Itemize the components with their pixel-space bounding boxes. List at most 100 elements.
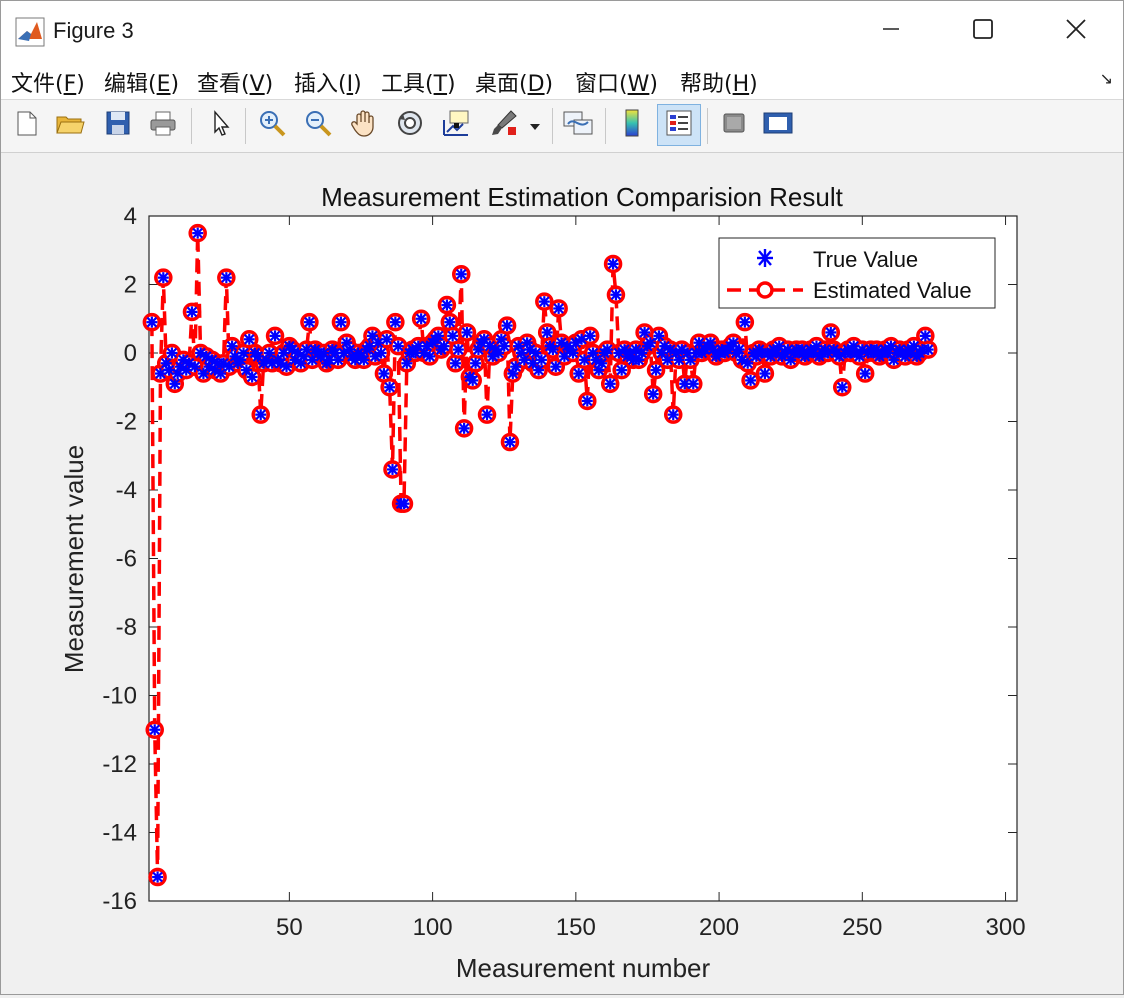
legend[interactable]: True Value Estimated Value [718,237,996,309]
menu-view[interactable]: 查看(V) [197,66,273,98]
maximize-button[interactable] [938,1,1028,61]
true-value-point [727,337,739,349]
true-value-point [447,330,459,342]
zoom-out-button[interactable] [299,106,337,144]
show-plot-tools-icon [762,109,794,141]
zoom-in-button[interactable] [253,106,291,144]
true-value-point [255,409,267,421]
true-value-point [510,361,522,373]
true-value-point [378,368,390,380]
zoom-out-icon [303,108,333,142]
true-value-point [458,422,470,434]
rotate-3d-button[interactable] [391,106,429,144]
true-value-point [152,871,164,883]
legend-icon [664,108,694,142]
pan-hand-icon [349,108,379,142]
menu-edit[interactable]: 编辑(E) [104,66,179,98]
new-figure-button[interactable] [7,106,45,144]
brush-button[interactable] [485,106,523,144]
true-value-point [644,337,656,349]
colorbar-button[interactable] [613,106,651,144]
pointer-button[interactable] [201,106,239,144]
true-value-point [375,347,387,359]
y-tick-label: -2 [116,409,137,436]
true-value-point [192,227,204,239]
true-value-point [667,409,679,421]
menu-window-key: W [627,72,650,97]
true-value-point [303,316,315,328]
menu-edit-label: 编辑( [104,72,157,97]
true-value-point [146,316,158,328]
true-value-point [166,347,178,359]
true-value-point [607,258,619,270]
link-plot-icon [562,108,594,142]
true-value-point [149,724,161,736]
figure-canvas: Measurement Estimation Comparision Resul… [1,153,1123,994]
menu-desktop[interactable]: 桌面(D) [475,66,553,98]
menu-file-tail: ) [76,72,85,97]
true-value-point [381,333,393,345]
menu-file[interactable]: 文件(F) [11,66,85,98]
legend-button[interactable] [657,104,701,146]
y-axis-label: Measurement value [59,445,89,673]
dock-arrow-icon[interactable]: ↘ [1099,69,1113,88]
data-cursor-icon [441,108,471,142]
menu-insert-tail: ) [353,72,362,97]
title-bar: Figure 3 [1,1,1123,61]
true-value-point [550,361,562,373]
series-markers [142,223,938,887]
toolbar-separator [605,108,606,144]
x-tick-label: 250 [842,914,882,941]
true-value-point [281,361,293,373]
true-value-point [919,330,931,342]
save-icon [104,109,132,141]
menu-desktop-key: D [527,72,545,97]
close-button[interactable] [1031,1,1121,61]
y-tick-label: -8 [116,614,137,641]
open-file-icon [55,109,85,141]
true-value-point [461,326,473,338]
data-cursor-button[interactable] [437,106,475,144]
hide-plot-tools-button[interactable] [715,106,753,144]
true-value-point [401,357,413,369]
y-tick-label: 4 [124,203,137,230]
true-value-point [739,316,751,328]
true-value-point [922,344,934,356]
legend-label-estimated-value: Estimated Value [813,278,972,303]
save-button[interactable] [99,106,137,144]
true-value-point [584,330,596,342]
pointer-icon [206,109,234,141]
true-value-point [581,395,593,407]
menu-file-key: F [63,72,77,97]
true-value-point [662,354,674,366]
true-value-point [518,354,530,366]
print-button[interactable] [144,106,182,144]
true-value-point [836,381,848,393]
true-value-point [157,272,169,284]
maximize-icon [972,18,994,44]
pan-button[interactable] [345,106,383,144]
open-file-button[interactable] [51,106,89,144]
show-plot-tools-button[interactable] [759,106,797,144]
true-value-point [604,378,616,390]
axes-box[interactable] [148,215,1018,902]
true-value-point [578,354,590,366]
true-value-point [673,354,685,366]
true-value-point [238,347,250,359]
menu-window[interactable]: 窗口(W) [575,66,658,98]
x-tick-label: 150 [556,914,596,941]
link-plot-button[interactable] [559,106,597,144]
menu-insert[interactable]: 插入(I) [294,66,362,98]
menu-insert-label: 插入( [294,72,347,97]
minimize-button[interactable] [846,1,936,61]
true-value-point [467,374,479,386]
true-value-point [504,436,516,448]
brush-dropdown-button[interactable] [525,106,545,144]
axis-ticks: 50 100 150 200 250 300 4 2 0 -2 -4 -6 -8 -10 -12 -14 -16 [102,203,1025,941]
true-value-point [263,347,275,359]
menu-tools[interactable]: 工具(T) [381,66,456,98]
true-value-point [825,326,837,338]
true-value-point [610,289,622,301]
y-tick-label: -16 [102,888,137,915]
menu-help[interactable]: 帮助(H) [680,66,758,98]
